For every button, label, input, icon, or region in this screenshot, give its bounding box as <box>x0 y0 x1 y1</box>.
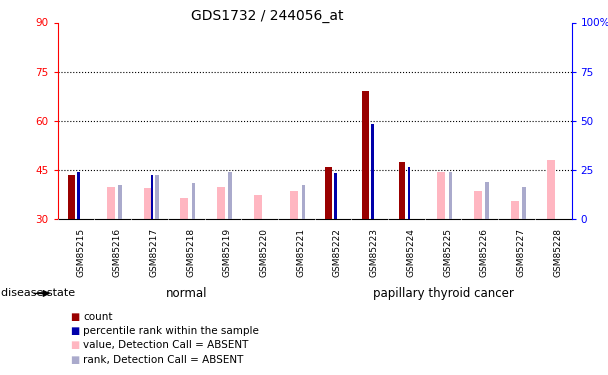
Bar <box>449 172 452 219</box>
Text: GSM85215: GSM85215 <box>76 228 85 277</box>
Bar <box>151 175 153 219</box>
Text: GSM85221: GSM85221 <box>296 228 305 277</box>
Bar <box>181 198 188 219</box>
Text: GSM85222: GSM85222 <box>333 228 342 277</box>
Text: ■: ■ <box>70 355 79 364</box>
Bar <box>69 175 75 219</box>
Text: percentile rank within the sample: percentile rank within the sample <box>83 326 259 336</box>
Bar <box>143 188 152 219</box>
Text: ■: ■ <box>70 340 79 350</box>
Text: GSM85218: GSM85218 <box>186 228 195 277</box>
Bar <box>107 187 115 219</box>
Bar <box>522 187 526 219</box>
Bar <box>302 185 305 219</box>
Text: disease state: disease state <box>1 288 75 298</box>
Bar <box>408 167 410 219</box>
Text: value, Detection Call = ABSENT: value, Detection Call = ABSENT <box>83 340 249 350</box>
Bar <box>325 167 332 219</box>
Bar <box>229 172 232 219</box>
Bar <box>362 92 368 219</box>
Text: ■: ■ <box>70 312 79 322</box>
Bar <box>399 162 406 219</box>
Text: rank, Detection Call = ABSENT: rank, Detection Call = ABSENT <box>83 355 244 364</box>
Bar <box>77 172 80 219</box>
Bar <box>547 160 555 219</box>
Text: GSM85227: GSM85227 <box>516 228 525 277</box>
Text: GSM85228: GSM85228 <box>553 228 562 277</box>
Text: GSM85219: GSM85219 <box>223 228 232 277</box>
Text: GDS1732 / 244056_at: GDS1732 / 244056_at <box>192 9 344 23</box>
Bar <box>437 172 445 219</box>
Bar <box>474 192 482 219</box>
Text: GSM85224: GSM85224 <box>406 228 415 277</box>
Text: GSM85217: GSM85217 <box>150 228 159 277</box>
Text: normal: normal <box>165 287 207 300</box>
Bar <box>119 185 122 219</box>
Bar <box>155 175 159 219</box>
Bar <box>291 192 299 219</box>
Text: papillary thyroid cancer: papillary thyroid cancer <box>373 287 514 300</box>
Text: GSM85225: GSM85225 <box>443 228 452 277</box>
Text: GSM85216: GSM85216 <box>113 228 122 277</box>
Bar <box>485 182 489 219</box>
Bar <box>511 201 519 219</box>
Text: GSM85223: GSM85223 <box>370 228 379 277</box>
Text: count: count <box>83 312 113 322</box>
Text: GSM85226: GSM85226 <box>480 228 489 277</box>
Text: ■: ■ <box>70 326 79 336</box>
Bar <box>192 183 195 219</box>
Bar <box>254 195 262 219</box>
Bar <box>217 187 225 219</box>
Bar <box>371 124 373 219</box>
Text: GSM85220: GSM85220 <box>260 228 269 277</box>
Bar <box>334 173 337 219</box>
